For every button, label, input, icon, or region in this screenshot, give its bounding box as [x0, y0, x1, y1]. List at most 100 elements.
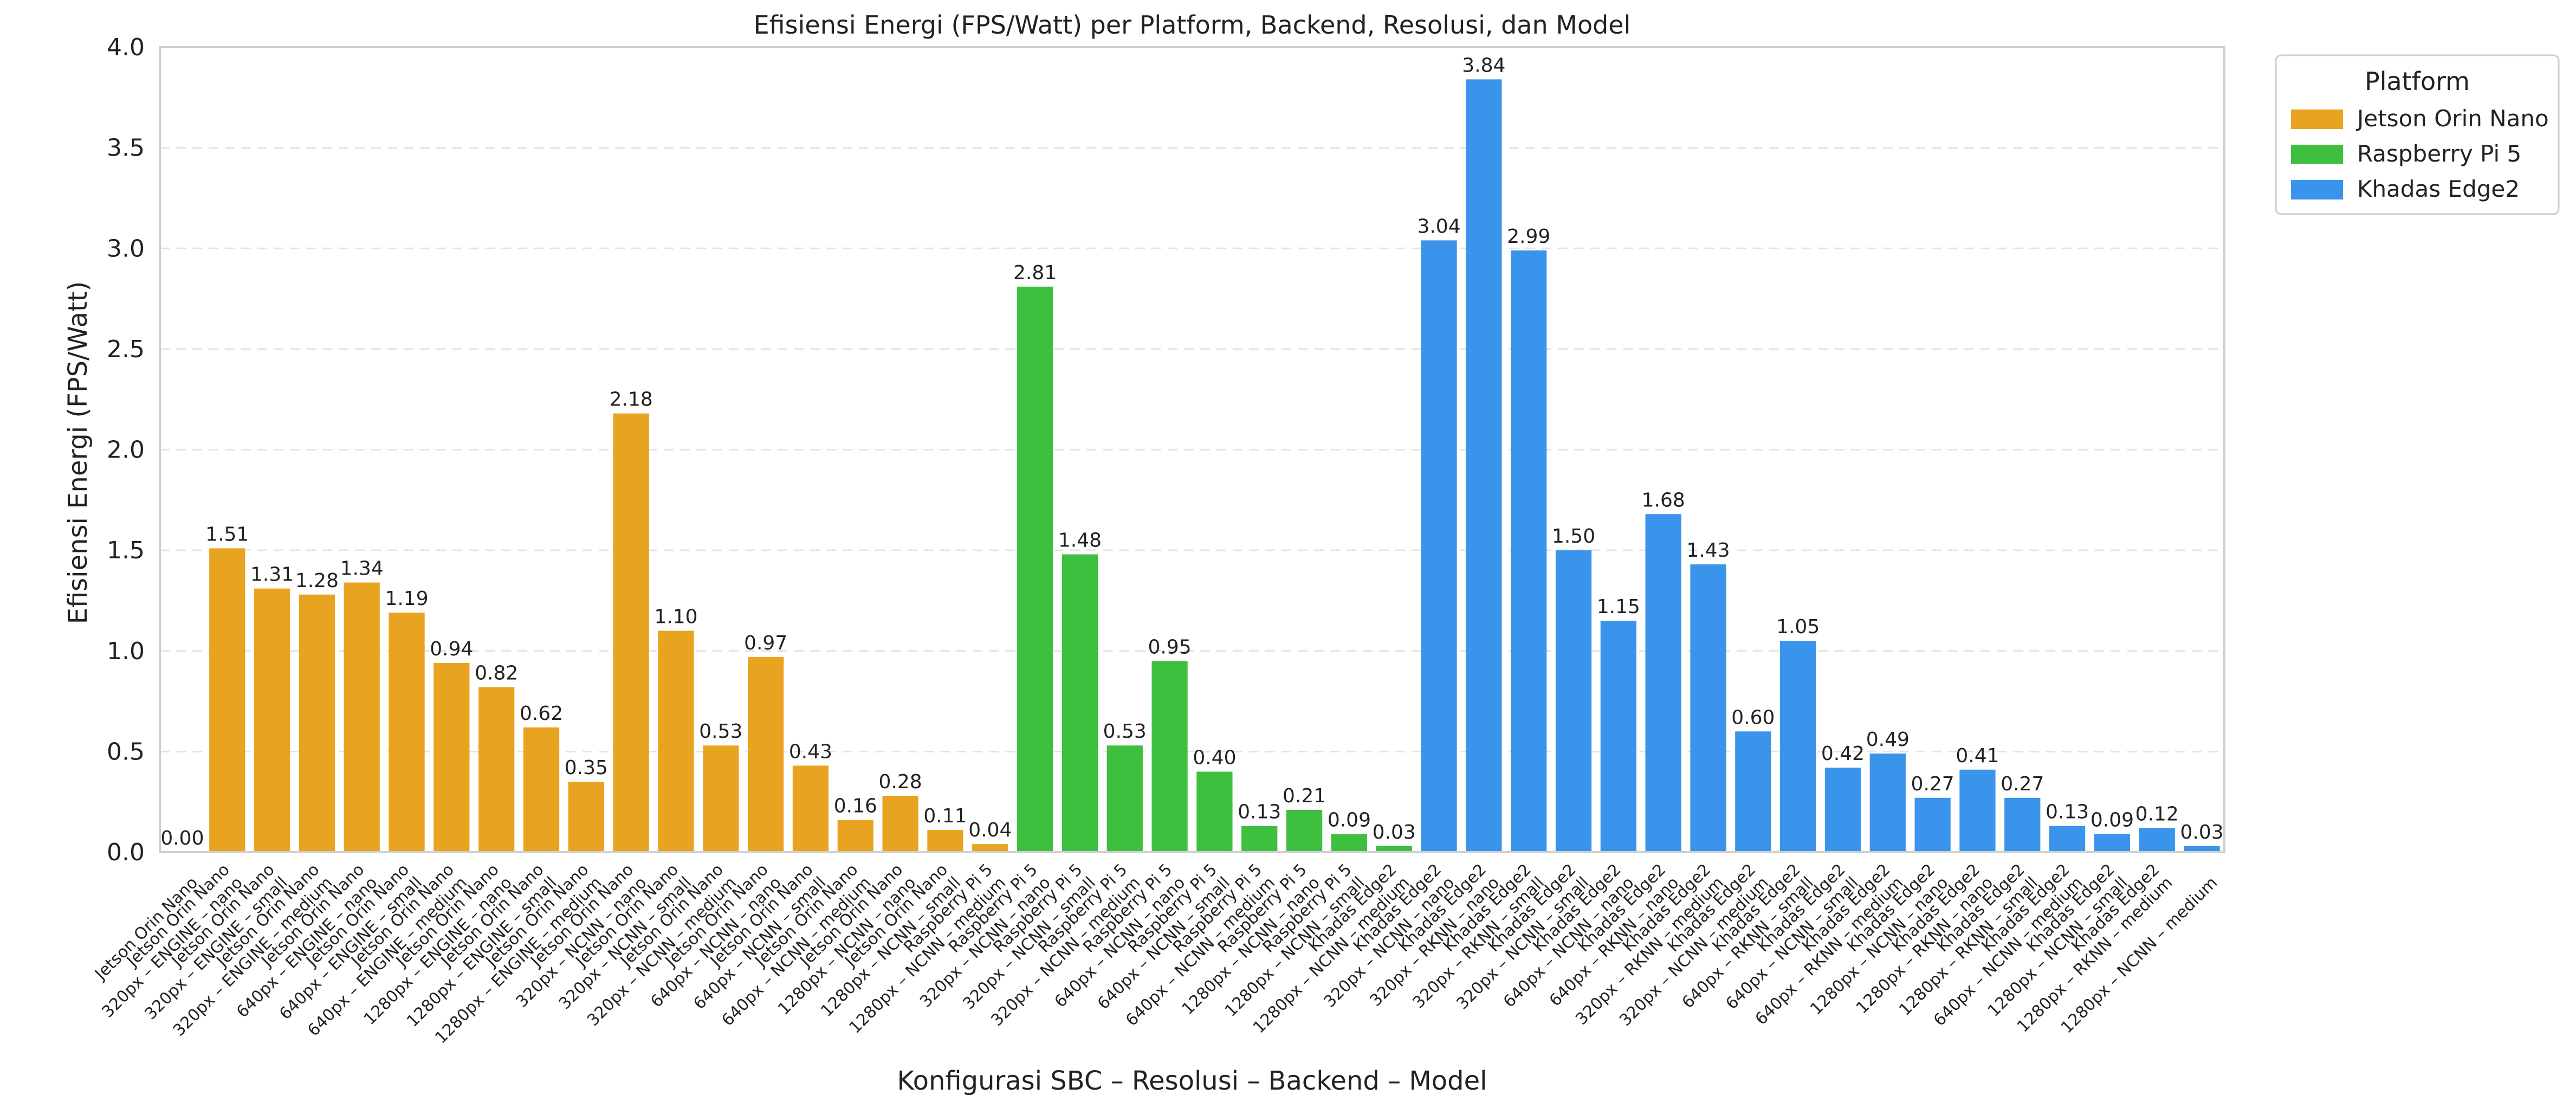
legend-swatch	[2291, 145, 2343, 164]
legend-entry-label: Raspberry Pi 5	[2357, 140, 2521, 167]
bar	[2049, 826, 2086, 852]
data-label: 0.41	[1956, 745, 1999, 767]
bar	[1780, 641, 1816, 852]
legend-title: Platform	[2365, 67, 2470, 96]
data-label: 1.68	[1642, 489, 1685, 511]
bar	[1017, 286, 1053, 852]
data-label: 1.28	[295, 570, 339, 592]
data-label: 0.60	[1731, 706, 1775, 729]
y-tick-label: 0.5	[107, 738, 145, 765]
data-label: 0.11	[923, 805, 967, 827]
legend: Platform Jetson Orin Nano Raspberry Pi 5 K…	[2275, 54, 2560, 215]
bar	[882, 796, 918, 852]
data-label: 0.12	[2135, 803, 2179, 825]
bar	[433, 663, 470, 852]
bar	[478, 687, 515, 852]
data-label: 0.03	[1373, 821, 1416, 843]
data-label: 2.81	[1013, 262, 1057, 284]
data-label: 2.18	[610, 389, 653, 411]
chart-title: Efisiensi Energi (FPS/Watt) per Platform…	[754, 10, 1631, 40]
bar	[344, 582, 380, 852]
bar	[1600, 621, 1636, 852]
bar	[1062, 554, 1098, 852]
bar	[792, 765, 829, 852]
bar	[2094, 834, 2131, 852]
data-label: 0.16	[834, 795, 877, 817]
bar	[299, 594, 335, 852]
bar	[1824, 768, 1861, 852]
data-label: 1.05	[1776, 616, 1820, 638]
bar	[927, 830, 963, 852]
data-label: 0.09	[2090, 809, 2134, 832]
bar	[1959, 769, 1996, 852]
bar	[837, 820, 873, 852]
data-label: 0.13	[1238, 801, 1281, 823]
y-tick-label: 1.5	[107, 537, 145, 564]
data-label: 1.51	[205, 523, 249, 545]
data-label: 0.97	[744, 632, 787, 654]
data-label: 1.10	[654, 606, 697, 628]
bar	[1511, 250, 1547, 852]
bar	[1106, 745, 1143, 852]
bar	[389, 613, 425, 852]
data-label: 0.53	[1103, 720, 1147, 743]
legend-frame	[2275, 54, 2560, 215]
legend-entry-label: Khadas Edge2	[2357, 176, 2520, 202]
bars-layer	[209, 79, 2220, 852]
data-label: 1.48	[1058, 530, 1102, 552]
bar	[613, 413, 649, 852]
bar	[1869, 754, 1906, 852]
legend-swatch	[2291, 180, 2343, 199]
bar	[1376, 846, 1412, 852]
legend-entries: Jetson Orin Nano Raspberry Pi 5 Khadas Edg…	[2291, 105, 2549, 202]
y-tick-label: 3.5	[107, 134, 145, 162]
data-label: 0.35	[565, 757, 608, 779]
plot-frame	[159, 46, 2225, 853]
bar	[703, 745, 739, 852]
bar	[523, 727, 560, 852]
data-label: 0.00	[160, 827, 204, 849]
bar	[2139, 828, 2175, 852]
data-label: 0.27	[1911, 773, 1954, 795]
data-label: 1.43	[1686, 539, 1730, 562]
data-label: 1.34	[340, 558, 384, 580]
bar	[1555, 550, 1592, 852]
bar	[2004, 797, 2041, 852]
bar	[2184, 846, 2220, 852]
y-tick-label: 3.0	[107, 235, 145, 262]
bar	[972, 844, 1008, 852]
bar	[1914, 797, 1951, 852]
bar	[1151, 661, 1188, 852]
bar	[1645, 514, 1681, 852]
bar	[658, 630, 694, 852]
data-label: 0.43	[789, 740, 832, 763]
bar	[748, 656, 784, 852]
data-label: 0.28	[879, 771, 922, 793]
data-label: 0.04	[968, 819, 1012, 841]
data-label: 1.19	[385, 588, 428, 610]
data-label: 0.03	[2180, 821, 2224, 843]
legend-swatch	[2291, 110, 2343, 129]
data-label: 0.49	[1866, 729, 1910, 751]
y-tick-label: 0.0	[107, 839, 145, 866]
y-tick-label: 4.0	[107, 34, 145, 61]
y-tick-label: 2.0	[107, 436, 145, 464]
y-axis-label: Efisiensi Energi (FPS/Watt)	[63, 281, 93, 624]
data-label: 1.31	[250, 564, 294, 586]
data-label: 0.09	[1328, 809, 1371, 832]
legend-entry-label: Jetson Orin Nano	[2355, 105, 2549, 132]
data-label: 1.15	[1597, 596, 1640, 618]
data-label: 0.40	[1193, 747, 1236, 769]
data-labels-layer: 0.00 1.511.31 1.281.341.19 0.940.820.62 0.35…	[160, 54, 2223, 849]
data-label: 3.04	[1417, 215, 1460, 237]
data-label: 0.94	[430, 638, 473, 660]
bar	[568, 782, 604, 852]
data-label: 0.62	[520, 703, 563, 725]
y-tick-label: 1.0	[107, 638, 145, 665]
bar	[1331, 834, 1368, 852]
data-label: 3.84	[1462, 54, 1505, 76]
data-label: 0.21	[1283, 785, 1326, 807]
data-label: 1.50	[1552, 525, 1595, 548]
